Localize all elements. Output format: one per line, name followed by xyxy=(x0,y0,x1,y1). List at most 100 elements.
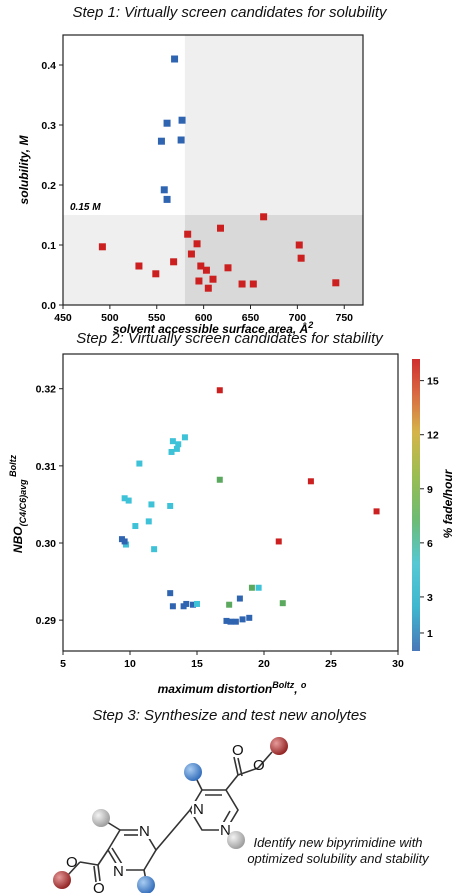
atom-o3: O xyxy=(66,854,78,871)
chart2-frame xyxy=(62,353,399,652)
atom-n4: N xyxy=(113,863,124,880)
chart1-region-lightgray xyxy=(184,35,363,215)
red-sphere-bottom xyxy=(53,871,71,889)
chart2-point xyxy=(151,546,158,553)
chart1-point xyxy=(98,243,106,251)
step2-title: Step 2: Virtually screen candidates for … xyxy=(76,330,383,347)
chart1-ytick-label: 0.1 xyxy=(41,240,56,252)
chart1-xtick-label: 550 xyxy=(148,312,166,324)
step3-title: Step 3: Synthesize and test new anolytes xyxy=(92,707,367,724)
chart2-point xyxy=(167,590,174,597)
chart2-point xyxy=(223,617,230,624)
chart1-xlabel: solvent accessible surface area, Å2 xyxy=(113,320,313,336)
red-sphere-top xyxy=(270,737,288,755)
chart1-point xyxy=(217,224,224,232)
gray-sphere-left xyxy=(92,809,110,827)
chart1-xtick-label: 750 xyxy=(335,312,353,324)
chart1-point xyxy=(135,262,143,270)
chart2-xtick-label: 5 xyxy=(60,658,66,670)
chart2-point xyxy=(169,603,176,610)
bipyrimidine-molecule: N N N N O O O O xyxy=(53,737,288,893)
chart1-threshold-label: 0.15 M xyxy=(70,202,101,213)
chart1-point xyxy=(160,186,168,194)
chart1-point xyxy=(197,262,205,270)
colorbar-tick-label: 9 xyxy=(427,484,433,496)
chart1-point xyxy=(209,275,217,283)
chart1-point xyxy=(177,136,185,144)
caption-line1: Identify new bipyrimidine with xyxy=(253,835,423,850)
chart2-point xyxy=(175,441,182,448)
chart1-point xyxy=(171,55,179,63)
colorbar-tick-label: 12 xyxy=(427,430,439,442)
chart1-ytick-label: 0.3 xyxy=(41,120,56,132)
chart2-point xyxy=(248,584,255,591)
chart2-point xyxy=(173,445,180,452)
chart1-point xyxy=(157,137,165,145)
chart2-point xyxy=(189,601,196,608)
chart2-point xyxy=(227,618,234,625)
chart2-ylabel: NBO(C4/C6)avg Boltz xyxy=(8,454,28,553)
chart1-point xyxy=(238,280,246,288)
chart2-point xyxy=(167,502,174,509)
chart2-point xyxy=(122,541,129,548)
chart1-point xyxy=(260,213,268,221)
chart1-point xyxy=(224,264,232,272)
atom-n2: N xyxy=(220,822,231,839)
colorbar-tick-label: 1 xyxy=(427,628,433,640)
caption-line2: optimized solubility and stability xyxy=(247,851,429,866)
chart1-xtick-label: 500 xyxy=(101,312,119,324)
chart2-point xyxy=(232,618,239,625)
chart2-point xyxy=(183,600,190,607)
step1-title: Step 1: Virtually screen candidates for … xyxy=(72,4,387,21)
chart2-ytick-label: 0.32 xyxy=(36,384,57,396)
chart1-point xyxy=(163,195,171,203)
chart1-point xyxy=(163,119,171,127)
atom-o2: O xyxy=(253,757,265,774)
chart1-point xyxy=(152,270,160,278)
chart1-point xyxy=(295,241,303,249)
chart2-xtick-label: 25 xyxy=(325,658,337,670)
chart1-xtick-label: 600 xyxy=(195,312,213,324)
chart1-region-low-solubility xyxy=(63,215,185,305)
atom-o4: O xyxy=(93,880,105,893)
chart2-ytick-label: 0.29 xyxy=(36,615,57,627)
chart2-point xyxy=(236,595,243,602)
gray-sphere-right xyxy=(227,831,245,849)
chart2-xtick-label: 30 xyxy=(392,658,404,670)
chart2-point xyxy=(255,584,262,591)
colorbar-tick-label: 3 xyxy=(427,592,433,604)
chart1-point xyxy=(204,284,212,292)
chart1-ytick-label: 0.0 xyxy=(41,300,56,312)
chart2-point xyxy=(145,518,152,525)
chart2-xlabel: maximum distortionBoltz, o xyxy=(158,680,307,696)
chart2-xtick-label: 15 xyxy=(191,658,203,670)
chart1-region-darkgray xyxy=(184,215,363,305)
chart2-point xyxy=(279,600,286,607)
colorbar-tick-label: 15 xyxy=(427,376,439,388)
stability-scatter-chart: 5 10 15 20 25 30 0.29 0.30 0.31 0.32 maximum dis… xyxy=(8,353,455,696)
chart2-point xyxy=(136,460,143,467)
chart2-point xyxy=(216,387,223,394)
colorbar-label: % fade/hour xyxy=(441,468,455,538)
chart1-point xyxy=(202,266,210,274)
chart2-point xyxy=(125,497,132,504)
atom-n1: N xyxy=(193,801,204,818)
chart2-point xyxy=(148,501,155,508)
chart1-ylabel: solubility, M xyxy=(17,135,31,205)
chart2-point xyxy=(132,523,139,530)
chart1-point xyxy=(332,279,340,287)
chart1-frame xyxy=(62,34,364,306)
colorbar-tick-label: 6 xyxy=(427,538,433,550)
chart1-xtick-label: 650 xyxy=(242,312,260,324)
chart2-point xyxy=(216,476,223,483)
chart1-point xyxy=(170,258,178,266)
chart2-point xyxy=(275,538,282,545)
chart2-xtick-label: 10 xyxy=(124,658,136,670)
chart2-point xyxy=(239,616,246,623)
colorbar xyxy=(412,359,420,651)
chart1-point xyxy=(178,116,186,124)
chart1-ytick-label: 0.2 xyxy=(41,180,56,192)
chart1-point xyxy=(184,230,192,238)
chart2-point xyxy=(121,538,128,545)
chart1-xtick-label: 450 xyxy=(54,312,72,324)
